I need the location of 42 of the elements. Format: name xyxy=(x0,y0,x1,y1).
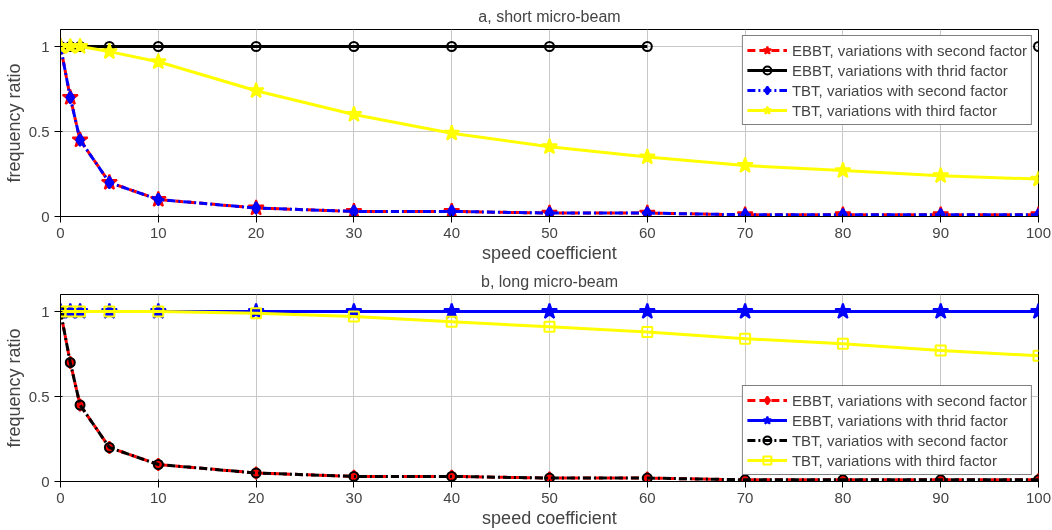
x-tick-label: 10 xyxy=(149,223,167,241)
y-tick-label: 1 xyxy=(41,302,50,320)
legend-label: EBBT, variations with thrid factor xyxy=(791,411,1008,429)
legend-label: EBBT, variations with second factor xyxy=(791,41,1027,59)
x-tick-label: 70 xyxy=(736,223,754,241)
x-tick-label: 100 xyxy=(1025,223,1052,241)
x-tick-label: 60 xyxy=(638,488,656,506)
y-tick-label: 0.5 xyxy=(28,122,50,140)
legend-label: TBT, variatios with second factor xyxy=(791,431,1008,449)
x-tick-label: 50 xyxy=(541,223,558,241)
x-tick-label: 60 xyxy=(638,223,656,241)
y-tick-label: 0 xyxy=(41,472,50,490)
x-tick-label: 100 xyxy=(1025,488,1052,506)
y-tick-label: 1 xyxy=(41,37,50,55)
y-axis-title: frequency ratio xyxy=(3,63,24,183)
x-tick-label: 20 xyxy=(247,488,265,506)
x-tick-label: 70 xyxy=(736,488,754,506)
x-tick-label: 0 xyxy=(56,488,65,506)
x-tick-label: 0 xyxy=(56,223,65,241)
y-tick-label: 0.5 xyxy=(28,387,50,405)
x-tick-label: 50 xyxy=(541,488,558,506)
y-tick-label: 0 xyxy=(41,207,50,225)
x-tick-label: 20 xyxy=(247,223,265,241)
legend-label: TBT, variations with third factor xyxy=(791,101,997,119)
x-tick-label: 30 xyxy=(345,488,363,506)
legend-label: EBBT, variations with second factor xyxy=(791,391,1027,409)
legend-label: TBT, variations with third factor xyxy=(791,451,997,469)
x-tick-label: 30 xyxy=(345,223,363,241)
chart-title: b, long micro-beam xyxy=(481,272,618,290)
x-tick-label: 90 xyxy=(932,223,950,241)
legend-label: EBBT, variations with thrid factor xyxy=(791,61,1008,79)
x-tick-label: 10 xyxy=(149,488,167,506)
y-axis-title: frequency ratio xyxy=(3,328,24,448)
chart-title: a, short micro-beam xyxy=(478,7,621,25)
x-tick-label: 80 xyxy=(834,488,852,506)
x-tick-label: 80 xyxy=(834,223,852,241)
x-axis-title: speed coefficient xyxy=(482,507,617,528)
legend-label: TBT, variatios with second factor xyxy=(791,81,1008,99)
x-tick-label: 40 xyxy=(443,488,461,506)
x-tick-label: 90 xyxy=(932,488,950,506)
x-axis-title: speed coefficient xyxy=(482,242,617,263)
x-tick-label: 40 xyxy=(443,223,461,241)
